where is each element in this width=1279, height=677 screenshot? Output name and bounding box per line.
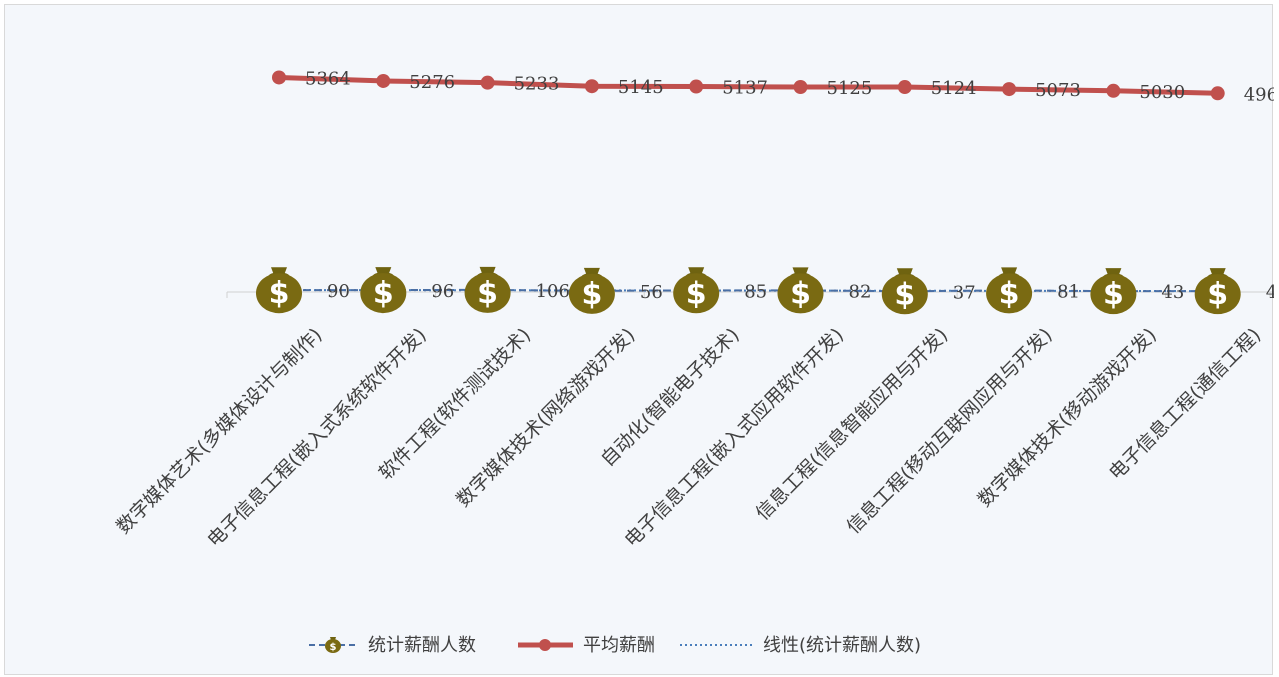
salary-data-label: 5233 xyxy=(514,74,560,95)
salary-point xyxy=(480,75,495,90)
money-bag-icon xyxy=(568,267,615,314)
salary-data-label: 5030 xyxy=(1139,82,1185,103)
salary-point xyxy=(793,80,808,94)
money-bag-icon xyxy=(325,637,341,653)
salary-line xyxy=(278,74,1218,96)
count-data-label: 96 xyxy=(431,281,454,302)
count-data-label: 37 xyxy=(953,282,976,303)
salary-data-label: 5125 xyxy=(827,78,873,99)
money-bag-icon xyxy=(777,267,824,314)
count-data-label: 41 xyxy=(1266,282,1274,303)
legend-label-count: 统计薪酬人数 xyxy=(368,635,476,656)
salary-data-label: 5073 xyxy=(1035,80,1081,101)
legend-label-trend: 线性(统计薪酬人数) xyxy=(763,635,921,656)
money-bag-icon xyxy=(256,267,302,314)
category-label: 数字媒体技术(网络游戏开发) xyxy=(452,324,639,511)
count-data-label: 85 xyxy=(744,281,767,302)
chart-area: $ $ 536452765233514551375125512450735030… xyxy=(4,4,1274,675)
money-bag-icon xyxy=(673,267,720,314)
money-bag-icon xyxy=(881,268,928,315)
legend-item-count: 统计薪酬人数 xyxy=(309,635,476,656)
count-data-label: 56 xyxy=(640,282,663,303)
salary-data-label: 5364 xyxy=(305,68,351,89)
money-bag-icon xyxy=(986,267,1033,314)
category-label: 数字媒体艺术(多媒体设计与制作) xyxy=(112,324,326,538)
money-bag-icon xyxy=(464,266,511,313)
salary-point xyxy=(272,70,286,85)
salary-point xyxy=(376,73,391,88)
circle-marker-icon xyxy=(539,639,551,651)
salary-series xyxy=(272,70,1225,101)
salary-point xyxy=(897,80,912,95)
category-labels: 数字媒体艺术(多媒体设计与制作)电子信息工程(嵌入式系统软件开发)软件工程(软件… xyxy=(112,324,1265,552)
category-label: 数字媒体技术(移动游戏开发) xyxy=(974,324,1161,511)
legend-item-salary: 平均薪酬 xyxy=(518,635,655,656)
category-label: 信息工程(移动互联网应用与开发) xyxy=(843,324,1057,538)
salary-point xyxy=(1002,82,1017,97)
count-data-label: 82 xyxy=(849,281,872,302)
count-data-label: 43 xyxy=(1161,282,1184,303)
money-bag-icon xyxy=(1090,268,1137,315)
combo-line-chart: $ $ 536452765233514551375125512450735030… xyxy=(112,68,1274,656)
salary-data-label: 5145 xyxy=(618,77,664,98)
salary-point xyxy=(689,79,704,94)
category-label: 电子信息工程(嵌入式应用软件开发) xyxy=(620,324,848,552)
count-data-label: 106 xyxy=(536,281,570,302)
count-series-line xyxy=(278,288,1218,293)
count-line xyxy=(278,288,1218,293)
salary-data-label: 5124 xyxy=(931,78,977,99)
legend-item-trend: 线性(统计薪酬人数) xyxy=(680,635,921,656)
salary-point xyxy=(1210,86,1225,101)
data-labels: 5364 5276 5233 5145 5137 5125 5124 5073 5030 4968… xyxy=(305,68,1274,303)
salary-data-label: 5137 xyxy=(722,78,768,99)
legend-label-salary: 平均薪酬 xyxy=(583,635,655,656)
legend: 统计薪酬人数 平均薪酬 线性(统计薪酬人数) xyxy=(309,635,921,656)
salary-data-label: 4968 xyxy=(1244,84,1274,105)
salary-point xyxy=(584,79,599,94)
salary-point xyxy=(1106,83,1121,98)
category-label: 电子信息工程(嵌入式系统软件开发) xyxy=(203,324,431,552)
category-label: 信息工程(信息智能应用与开发) xyxy=(752,324,953,525)
money-bag-icon xyxy=(360,267,407,314)
salary-data-label: 5276 xyxy=(409,72,455,93)
count-data-label: 90 xyxy=(327,281,350,302)
count-data-label: 81 xyxy=(1057,281,1080,302)
money-bag-icon xyxy=(1194,268,1241,315)
